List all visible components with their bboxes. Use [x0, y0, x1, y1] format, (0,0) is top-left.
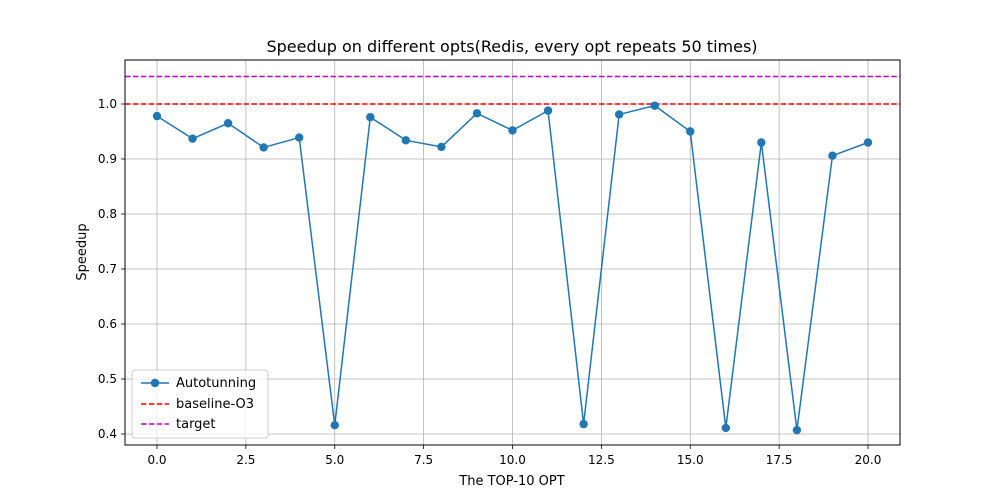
data-point — [294, 133, 304, 142]
data-point — [721, 423, 731, 433]
y-tick-label: 0.6 — [98, 317, 117, 331]
data-point — [579, 419, 588, 429]
x-axis-ticks: 0.0 2.5 5.0 7.5 10.0 12.5 15.0 17.5 20.0 — [147, 445, 881, 467]
data-point — [543, 106, 553, 115]
data-point — [223, 119, 233, 128]
chart-title: Speedup on different opts(Redis, every o… — [266, 37, 757, 56]
data-point — [650, 101, 659, 110]
y-tick-label: 0.8 — [98, 207, 117, 221]
data-point — [757, 138, 766, 147]
data-point — [792, 425, 802, 435]
data-point — [437, 142, 446, 152]
series-layer — [152, 101, 873, 435]
y-tick-label: 0.4 — [98, 427, 117, 441]
reference-lines — [125, 75, 900, 105]
x-tick-label: 10.0 — [499, 453, 526, 467]
data-point — [330, 421, 339, 430]
x-tick-label: 7.5 — [414, 453, 433, 467]
y-tick-label: 0.9 — [98, 152, 117, 166]
legend: Autotunning baseline-O3 target — [131, 369, 269, 439]
x-tick-label: 2.5 — [236, 453, 255, 467]
y-axis-label: Speedup — [75, 223, 90, 280]
x-tick-label: 12.5 — [588, 453, 615, 467]
legend-target-label: target — [176, 417, 216, 432]
data-point — [614, 110, 624, 119]
y-tick-label: 0.5 — [98, 372, 117, 386]
y-tick-label: 1.0 — [98, 97, 117, 111]
x-axis-label: The TOP-10 OPT — [458, 474, 564, 489]
legend-baseline-label: baseline-O3 — [176, 397, 254, 412]
data-point — [863, 138, 873, 147]
y-tick-label: 0.7 — [98, 262, 117, 276]
legend-box — [131, 369, 269, 439]
data-point — [401, 136, 411, 145]
legend-autotunning-label: Autotunning — [176, 376, 256, 391]
data-point — [259, 143, 268, 152]
x-tick-label: 20.0 — [855, 453, 882, 467]
x-tick-label: 5.0 — [325, 453, 344, 467]
y-axis-ticks: 0.4 0.5 0.6 0.7 0.8 0.9 1.0 — [98, 97, 125, 441]
data-point — [828, 151, 837, 160]
x-tick-label: 17.5 — [766, 453, 793, 467]
data-point — [188, 134, 197, 143]
data-point — [686, 127, 695, 136]
data-point — [152, 111, 162, 121]
data-point — [472, 109, 482, 118]
x-tick-label: 15.0 — [677, 453, 704, 467]
data-point — [508, 126, 517, 135]
legend-autotunning-marker — [150, 378, 160, 388]
x-tick-label: 0.0 — [147, 453, 166, 467]
data-point — [366, 113, 375, 122]
